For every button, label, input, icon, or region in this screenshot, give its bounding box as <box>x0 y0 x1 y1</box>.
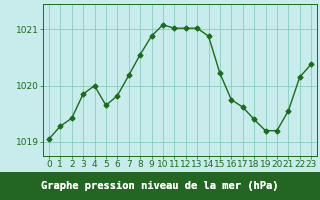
Text: Graphe pression niveau de la mer (hPa): Graphe pression niveau de la mer (hPa) <box>41 181 279 191</box>
Text: Graphe pression niveau de la mer (hPa): Graphe pression niveau de la mer (hPa) <box>41 181 279 191</box>
